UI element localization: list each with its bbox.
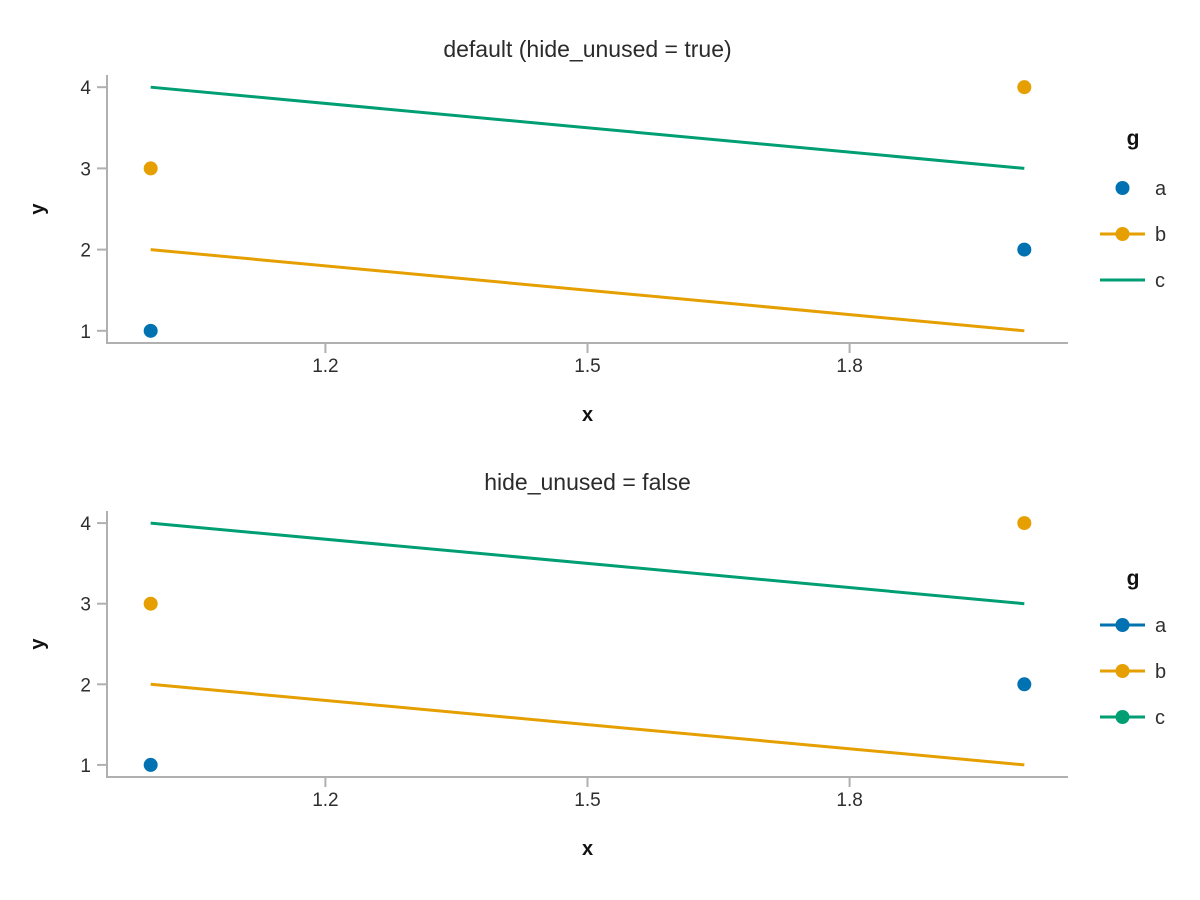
- x-tick-label: 1.5: [574, 790, 600, 811]
- legend-marker-b: [1115, 664, 1130, 678]
- chart-hide-unused-false: hide_unused = false x y 1.2 1.5 1.8 1 2 3 4 g …: [27, 469, 1167, 860]
- data-point-b: [143, 161, 158, 176]
- y-tick-label: 4: [80, 514, 91, 535]
- data-line-b: [150, 248, 1025, 333]
- x-tick-label: 1.8: [836, 790, 862, 811]
- data-point-a: [1017, 677, 1032, 692]
- legend-marker-a: [1115, 181, 1130, 195]
- data-line-c: [150, 521, 1025, 606]
- plot-series: [143, 516, 1032, 772]
- data-point-b: [1017, 80, 1032, 95]
- legend: g a b c: [1100, 127, 1167, 292]
- legend: g a b c: [1100, 567, 1167, 729]
- axes: 1.2 1.5 1.8 1 2 3 4: [80, 511, 1068, 811]
- data-point-b: [143, 596, 158, 611]
- x-axis-label: x: [582, 838, 593, 860]
- legend-entry-label: b: [1155, 661, 1166, 683]
- y-tick-label: 3: [80, 595, 91, 616]
- y-tick-label: 1: [80, 756, 91, 777]
- legend-entry-label: c: [1155, 270, 1165, 292]
- x-tick-label: 1.2: [312, 356, 338, 377]
- y-tick-label: 2: [80, 241, 91, 262]
- y-tick-label: 1: [80, 322, 91, 343]
- x-tick-label: 1.8: [836, 356, 862, 377]
- y-tick-label: 4: [80, 78, 91, 99]
- legend-title: g: [1127, 567, 1140, 590]
- legend-entry-label: a: [1155, 178, 1167, 200]
- data-point-a: [143, 323, 158, 338]
- legend-marker-a: [1115, 618, 1130, 632]
- y-tick-label: 2: [80, 675, 91, 696]
- data-point-a: [1017, 242, 1032, 257]
- chart-title: default (hide_unused = true): [443, 36, 731, 62]
- chart-title: hide_unused = false: [484, 469, 691, 495]
- data-point-b: [1017, 516, 1032, 531]
- x-axis-label: x: [582, 404, 593, 426]
- legend-entry-label: a: [1155, 615, 1167, 637]
- data-line-b: [150, 682, 1025, 767]
- chart-hide-unused-true: default (hide_unused = true) x y 1.2 1.5 1…: [27, 36, 1167, 426]
- y-tick-label: 3: [80, 159, 91, 180]
- plot-series: [143, 80, 1032, 338]
- legend-entry-label: c: [1155, 707, 1165, 729]
- y-axis-label: y: [27, 203, 49, 215]
- axes: 1.2 1.5 1.8 1 2 3 4: [80, 75, 1068, 377]
- legend-marker-b: [1115, 227, 1130, 241]
- legend-title: g: [1127, 127, 1140, 150]
- y-axis-label: y: [27, 638, 49, 650]
- legend-marker-c: [1115, 710, 1130, 724]
- x-tick-label: 1.2: [312, 790, 338, 811]
- data-point-a: [143, 757, 158, 772]
- data-line-c: [150, 85, 1025, 170]
- legend-entry-label: b: [1155, 224, 1166, 246]
- x-tick-label: 1.5: [574, 356, 600, 377]
